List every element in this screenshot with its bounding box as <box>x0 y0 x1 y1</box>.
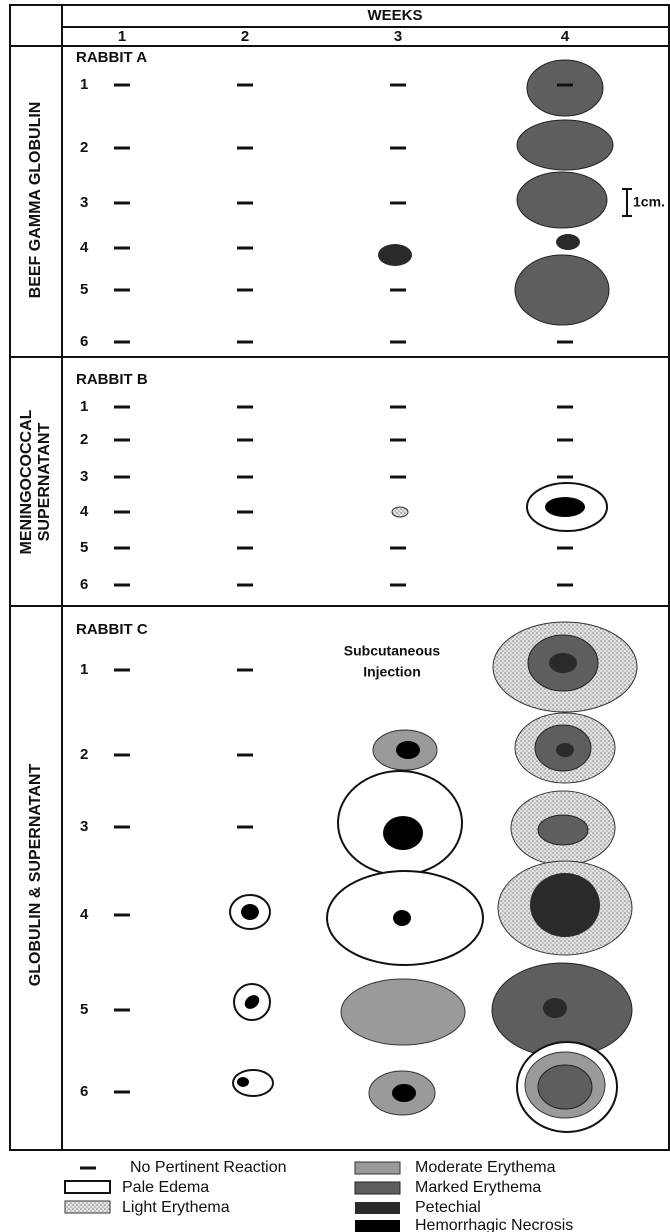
row-label: 5 <box>80 281 88 298</box>
row-label: 1 <box>80 76 88 93</box>
row-label: 2 <box>80 746 88 763</box>
legend-label: Pale Edema <box>122 1179 209 1196</box>
column-label: 4 <box>561 28 570 45</box>
row-label: 4 <box>80 239 89 256</box>
section-label: GLOBULIN & SUPERNATANT <box>27 764 44 987</box>
row-label: 3 <box>80 468 88 485</box>
legend-label: Moderate Erythema <box>415 1159 556 1176</box>
row-label: 5 <box>80 1001 88 1018</box>
column-label: 2 <box>241 28 249 45</box>
reaction-shapes <box>230 60 637 1132</box>
injection-note: Injection <box>363 664 421 680</box>
injection-note: Subcutaneous <box>344 643 441 659</box>
section-label: MENINGOCOCCAL <box>18 409 35 554</box>
legend-label: Light Erythema <box>122 1199 230 1216</box>
row-label: 1 <box>80 661 88 678</box>
legend-label: No Pertinent Reaction <box>130 1159 287 1176</box>
column-label: 1 <box>118 28 126 45</box>
row-label: 1 <box>80 398 88 415</box>
row-label: 6 <box>80 333 88 350</box>
row-label: 6 <box>80 576 88 593</box>
legend-label: Marked Erythema <box>415 1179 541 1196</box>
scale-label: 1cm. <box>633 194 665 210</box>
row-label: 3 <box>80 194 88 211</box>
section-label: BEEF GAMMA GLOBULIN <box>27 102 44 299</box>
legend-label: Hemorrhagic Necrosis <box>415 1217 573 1232</box>
row-label: 5 <box>80 539 88 556</box>
row-label: 2 <box>80 431 88 448</box>
column-label: 3 <box>394 28 402 45</box>
rabbit-label: RABBIT B <box>76 371 148 388</box>
row-label: 6 <box>80 1083 88 1100</box>
row-label: 4 <box>80 906 89 923</box>
rabbit-label: RABBIT C <box>76 621 148 638</box>
figure: WEEKS 1 2 3 4 BEEF GAMMA GLOBULIN RABBIT A 1 2 3 4… <box>0 0 670 1232</box>
row-label: 4 <box>80 503 89 520</box>
section-label: SUPERNATANT <box>36 423 53 542</box>
row-label: 3 <box>80 818 88 835</box>
row-label: 2 <box>80 139 88 156</box>
rabbit-label: RABBIT A <box>76 49 147 66</box>
header-title: WEEKS <box>367 7 422 24</box>
legend-label: Petechial <box>415 1199 481 1216</box>
